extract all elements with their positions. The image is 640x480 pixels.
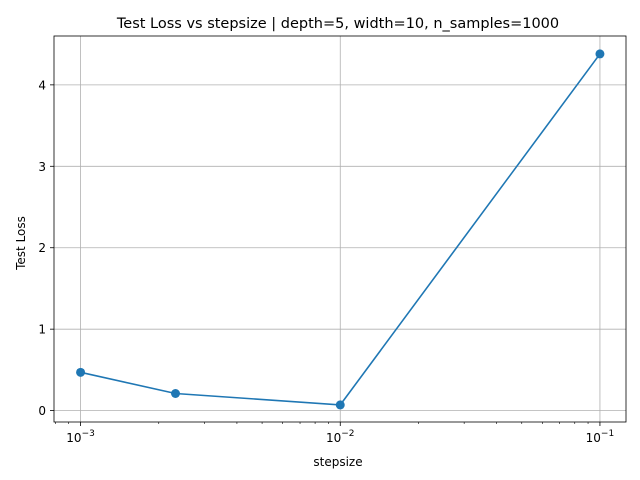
- x-tick-label: 10−1: [586, 429, 615, 445]
- data-point: [76, 367, 86, 377]
- data-point: [595, 49, 605, 59]
- data-point: [335, 400, 345, 410]
- x-tick-label: 10−2: [326, 429, 355, 445]
- x-axis-label: stepsize: [313, 455, 362, 469]
- data-point: [170, 388, 180, 398]
- y-axis: 0 1 2 3 4: [38, 78, 54, 418]
- y-tick-label: 2: [38, 241, 46, 255]
- y-axis-label: Test Loss: [14, 216, 28, 271]
- series-line: [80, 53, 601, 406]
- y-tick-label: 0: [38, 404, 46, 418]
- plot-series: [76, 49, 605, 410]
- chart-title: Test Loss vs stepsize | depth=5, width=1…: [116, 16, 559, 32]
- y-tick-label: 4: [38, 78, 46, 92]
- x-axis: 10−3 10−2 10−1: [55, 422, 614, 445]
- x-tick-label: 10−3: [66, 429, 95, 445]
- y-tick-label: 3: [38, 160, 46, 174]
- grid-lines: [54, 36, 626, 422]
- y-tick-label: 1: [38, 323, 46, 337]
